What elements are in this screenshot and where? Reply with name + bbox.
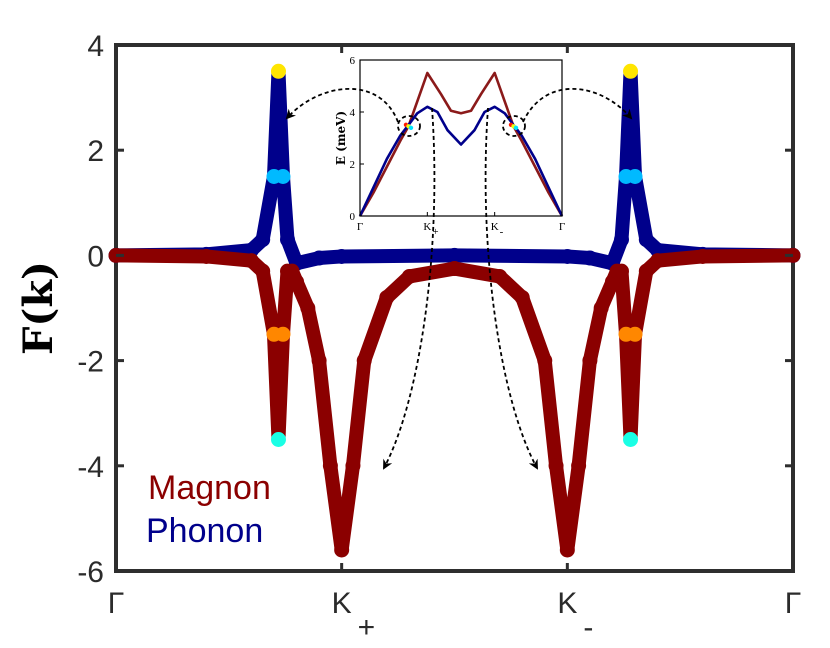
inset-x-ticks: Γ K + K - Γ [357, 212, 565, 238]
x-tick-label: Γ [108, 587, 125, 620]
legend-magnon: Magnon [148, 469, 271, 507]
x-tick-label: Γ [785, 587, 802, 620]
inset-x-tick-subscript: - [500, 226, 504, 238]
arrow-to-left-peak [285, 88, 399, 123]
series-phonon-point [270, 63, 286, 79]
x-tick-subscript: - [583, 611, 593, 644]
series-magnon-point [275, 326, 291, 342]
inset-background [360, 60, 562, 216]
y-tick-label: 0 [87, 240, 104, 273]
series-phonon-point [582, 250, 598, 266]
series-magnon-point [447, 261, 462, 277]
series-phonon-point [280, 232, 296, 248]
series-magnon-point [255, 263, 271, 279]
inset-x-tick-label: K [491, 221, 499, 233]
series-magnon-point [492, 268, 508, 284]
series-magnon-point [270, 432, 286, 447]
series-phonon-point [638, 232, 654, 248]
inset-series [358, 71, 564, 217]
main-plot: 420-2-4-6 Γ K+K-Γ F(k) [15, 30, 801, 644]
series-magnon-point [627, 326, 643, 342]
inset-y-axis-label: E (meV) [334, 111, 348, 165]
annotations [285, 88, 633, 470]
series-magnon-point [356, 353, 372, 369]
series-magnon-point [198, 248, 214, 264]
inset-crossing-point [513, 125, 519, 130]
legend-phonon: Phonon [146, 512, 263, 550]
series-magnon-point [322, 458, 338, 474]
series-magnon-point [401, 268, 417, 284]
series-magnon-point [334, 542, 350, 558]
x-tick-label: K [557, 587, 577, 620]
inset-x-tick-label: Γ [357, 221, 363, 233]
series-magnon-point [571, 458, 587, 474]
arrow-to-k-minus-dip [484, 107, 538, 470]
inset-series-1-line [358, 105, 564, 217]
inset-series-0-line [358, 71, 564, 217]
series-magnon-point [613, 263, 629, 279]
series-magnon-point [379, 289, 395, 305]
series-magnon-point [289, 274, 305, 290]
inset-y-tick-label: 2 [350, 159, 356, 171]
y-axis-label: F(k) [15, 261, 62, 355]
y-tick-label: 2 [87, 135, 104, 168]
legend: Magnon Phonon [146, 469, 271, 550]
series-magnon-point [695, 248, 711, 264]
inset-y-ticks: 0 2 4 6 [350, 55, 364, 223]
series-phonon-point [311, 250, 327, 266]
series-magnon-point [650, 253, 666, 269]
main-x-ticks: Γ K+K-Γ [108, 45, 802, 644]
inset-x-tick-label: Γ [559, 221, 565, 233]
y-tick-label: -6 [77, 556, 104, 589]
y-tick-label: -2 [77, 346, 104, 379]
series-phonon-point [255, 232, 271, 248]
series-phonon-point [447, 247, 462, 263]
inset-plot-frame [359, 59, 563, 217]
series-phonon-point [559, 248, 575, 264]
arrow-to-right-peak [522, 88, 633, 123]
series-magnon-point [593, 300, 609, 316]
series-magnon-point [345, 458, 361, 474]
series-magnon-point [638, 263, 654, 279]
series-magnon-point [311, 353, 327, 369]
series-phonon-point [627, 169, 643, 184]
inset-x-tick-subscript: + [432, 226, 438, 238]
crossing-circle-right [502, 115, 526, 137]
crossing-circle-left [397, 115, 421, 137]
inset-crossing-point [408, 125, 414, 130]
series-magnon-point [559, 542, 575, 558]
inset-y-tick-label: 6 [350, 55, 356, 67]
series-magnon-point [300, 300, 316, 316]
y-tick-label: -4 [77, 451, 104, 484]
inset-y-tick-label: 0 [350, 211, 356, 223]
arrow-to-k-plus-dip [383, 107, 436, 470]
x-tick-subscript: + [358, 611, 376, 644]
series-magnon-point [537, 353, 553, 369]
main-plot-frame [114, 43, 795, 573]
series-magnon-point [514, 289, 530, 305]
series-phonon-point [613, 232, 629, 248]
inset-x-tick-label: K [423, 221, 431, 233]
series-magnon-point [548, 458, 564, 474]
x-tick-label: K [332, 587, 352, 620]
series-phonon-point [275, 169, 291, 184]
series-magnon-point [623, 432, 639, 447]
series-phonon-point [623, 63, 639, 79]
series-magnon-point [582, 353, 598, 369]
series-magnon-point [243, 253, 259, 269]
y-tick-label: 4 [87, 30, 104, 63]
main-series [108, 63, 801, 558]
series-phonon-point [334, 248, 350, 264]
inset-y-tick-label: 4 [350, 107, 356, 119]
main-y-ticks: 420-2-4-6 [77, 30, 793, 589]
